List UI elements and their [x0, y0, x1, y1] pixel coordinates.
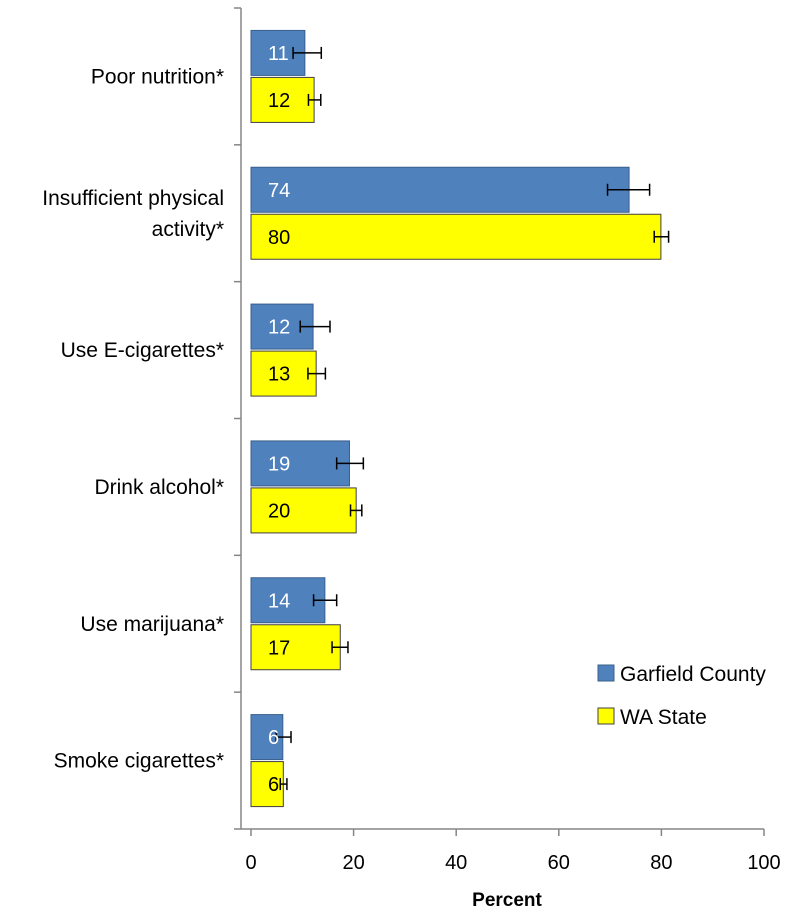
- legend-label: Garfield County: [620, 663, 766, 686]
- category-label: Use E-cigarettes*: [61, 339, 224, 362]
- category-label-line: Drink alcohol*: [94, 476, 224, 499]
- bars: [250, 29, 662, 808]
- x-axis-title: Percent: [472, 890, 542, 911]
- legend-item: Garfield County: [597, 663, 766, 686]
- category-label-line: Use marijuana*: [80, 613, 224, 636]
- error-bar: [349, 504, 363, 517]
- x-tick-label: 80: [650, 852, 672, 874]
- bar-wa-state: [250, 350, 317, 397]
- data-label: 19: [268, 453, 290, 475]
- data-label: 80: [268, 227, 290, 249]
- category-separators: [234, 7, 241, 830]
- category-label-line: Smoke cigarettes*: [54, 750, 224, 773]
- x-tick-label: 100: [747, 852, 780, 874]
- error-bar: [606, 183, 651, 196]
- bar-garfield: [250, 166, 630, 213]
- error-bar: [335, 457, 365, 470]
- data-label: 13: [268, 364, 290, 386]
- data-label: 6: [268, 727, 279, 749]
- x-tick-label: 40: [445, 852, 467, 874]
- legend-swatch: [597, 664, 615, 682]
- data-label: 14: [268, 590, 290, 612]
- x-tick-label: 20: [342, 852, 364, 874]
- category-label: Use marijuana*: [80, 613, 224, 636]
- data-label: 74: [268, 180, 290, 202]
- category-label: Smoke cigarettes*: [54, 750, 224, 773]
- data-label: 17: [268, 637, 290, 659]
- category-label-line: Use E-cigarettes*: [61, 339, 224, 362]
- legend-label: WA State: [620, 706, 707, 729]
- category-label-line: Poor nutrition*: [91, 65, 224, 88]
- error-bar: [299, 320, 331, 333]
- category-label-line: activity*: [152, 218, 224, 241]
- bar-data-labels: 11 12 74 80 12 13 19 20 14 17 6 6: [268, 43, 290, 796]
- error-bar: [653, 230, 670, 243]
- data-label: 6: [268, 774, 279, 796]
- data-label: 12: [268, 90, 290, 112]
- legend: Garfield County WA State: [597, 663, 766, 729]
- bar-garfield: [250, 577, 326, 624]
- data-label: 11: [268, 43, 289, 65]
- error-bar: [307, 93, 322, 106]
- bar-garfield: [250, 440, 350, 487]
- data-label: 20: [268, 500, 290, 522]
- x-tick-label: 0: [245, 852, 256, 874]
- error-bar: [292, 46, 323, 59]
- error-bar: [307, 367, 327, 380]
- error-bar: [275, 731, 292, 744]
- x-axis-ticks: 0 20 40 60 80 100: [245, 829, 781, 874]
- data-label: 12: [268, 317, 290, 339]
- error-bars: [275, 46, 670, 791]
- category-label: Drink alcohol*: [94, 476, 224, 499]
- bar-wa-state: [250, 624, 341, 671]
- error-bar: [331, 641, 349, 654]
- error-bar: [279, 778, 288, 791]
- bar-wa-state: [250, 487, 357, 534]
- error-bar: [312, 594, 338, 607]
- bar-wa-state: [250, 76, 315, 123]
- legend-swatch: [597, 707, 615, 725]
- bar-wa-state: [250, 213, 662, 260]
- category-label: Poor nutrition*: [91, 65, 224, 88]
- category-label-line: Insufficient physical: [42, 187, 224, 210]
- x-tick-label: 60: [548, 852, 570, 874]
- category-label: Insufficient physical activity*: [42, 187, 224, 241]
- category-labels: Poor nutrition* Insufficient physical acti…: [42, 65, 224, 772]
- legend-item: WA State: [597, 706, 707, 729]
